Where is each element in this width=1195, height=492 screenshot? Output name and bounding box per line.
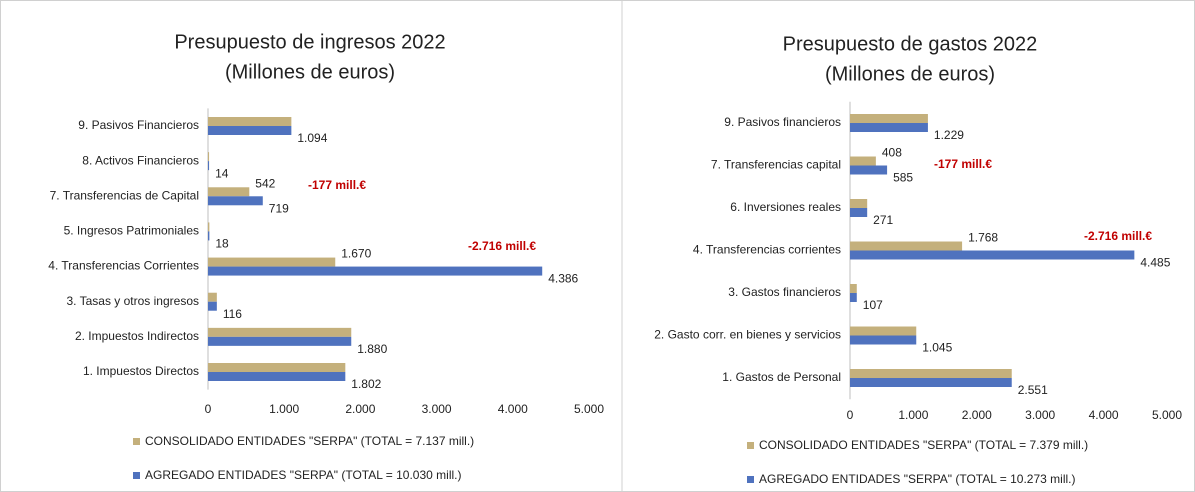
bar	[208, 117, 292, 126]
chart-title: Presupuesto de ingresos 2022	[174, 31, 445, 53]
chart-subtitle: (Millones de euros)	[225, 61, 395, 83]
category-label: 2. Gasto corr. en bienes y servicios	[654, 328, 841, 342]
bar	[850, 241, 963, 251]
data-label: 1.802	[351, 377, 381, 391]
category-label: 7. Transferencias de Capital	[50, 188, 199, 202]
bar	[850, 123, 928, 132]
data-label: 542	[255, 176, 275, 190]
data-label: 585	[893, 171, 913, 185]
bar	[850, 378, 1012, 387]
bar	[208, 231, 210, 241]
data-label: 408	[882, 146, 902, 160]
bar	[208, 222, 210, 232]
x-tick-label: 3.000	[1025, 408, 1055, 422]
data-label: 1.229	[934, 128, 964, 142]
bar	[208, 196, 263, 206]
data-label: 14	[215, 166, 229, 180]
bar	[208, 327, 352, 337]
data-label: 107	[863, 298, 883, 312]
bar	[850, 293, 857, 302]
x-tick-label: 2.000	[345, 402, 375, 416]
bar	[208, 161, 210, 171]
x-tick-label: 5.000	[574, 402, 604, 416]
legend-swatch	[747, 476, 754, 483]
bar	[208, 372, 346, 381]
data-label: 4.485	[1140, 256, 1170, 270]
bar	[208, 363, 346, 372]
legend-swatch	[133, 472, 140, 479]
annotation: -2.716 mill.€	[1084, 229, 1152, 243]
annotation: -2.716 mill.€	[468, 239, 536, 253]
data-label: 719	[269, 201, 289, 215]
x-tick-label: 5.000	[1152, 408, 1182, 422]
bar	[208, 266, 543, 276]
x-tick-label: 3.000	[422, 402, 452, 416]
category-label: 2. Impuestos Indirectos	[75, 329, 199, 343]
category-label: 1. Gastos de Personal	[722, 370, 841, 384]
chart-subtitle: (Millones de euros)	[825, 63, 995, 85]
legend-label: CONSOLIDADO ENTIDADES "SERPA" (TOTAL = 7…	[145, 434, 474, 448]
bar	[208, 126, 292, 135]
category-label: 3. Tasas y otros ingresos	[66, 294, 199, 308]
data-label: 1.094	[297, 131, 327, 145]
data-label: 4.386	[548, 272, 578, 286]
category-label: 5. Ingresos Patrimoniales	[64, 224, 199, 238]
legend-label: AGREGADO ENTIDADES "SERPA" (TOTAL = 10.0…	[145, 468, 462, 482]
chart-title: Presupuesto de gastos 2022	[783, 33, 1038, 55]
legend-label: CONSOLIDADO ENTIDADES "SERPA" (TOTAL = 7…	[759, 438, 1088, 452]
annotation: -177 mill.€	[308, 178, 366, 192]
category-label: 8. Activos Financieros	[82, 153, 199, 167]
x-tick-label: 4.000	[498, 402, 528, 416]
x-tick-label: 0	[847, 408, 854, 422]
bar	[208, 301, 217, 311]
bar	[208, 336, 352, 346]
data-label: 1.768	[968, 231, 998, 245]
bar	[850, 284, 857, 293]
bar	[208, 292, 217, 302]
data-label: 116	[223, 307, 242, 321]
bar	[850, 199, 868, 208]
legend-label: AGREGADO ENTIDADES "SERPA" (TOTAL = 10.2…	[759, 472, 1076, 486]
bar	[850, 335, 917, 345]
data-label: 271	[873, 213, 893, 227]
bar	[208, 152, 210, 162]
bar	[850, 326, 917, 336]
data-label: 1.880	[357, 342, 387, 356]
category-label: 1. Impuestos Directos	[83, 364, 199, 378]
x-tick-label: 4.000	[1089, 408, 1119, 422]
x-tick-label: 1.000	[898, 408, 928, 422]
x-tick-label: 0	[205, 402, 212, 416]
bar	[850, 114, 928, 123]
bar	[850, 369, 1012, 378]
bar	[850, 250, 1135, 260]
category-label: 7. Transferencias capital	[711, 158, 841, 172]
category-label: 9. Pasivos financieros	[724, 115, 841, 129]
legend-swatch	[747, 442, 754, 449]
category-label: 9. Pasivos Financieros	[78, 118, 199, 132]
category-label: 4. Transferencias Corrientes	[48, 259, 199, 273]
bar	[208, 257, 336, 267]
bar	[208, 187, 250, 197]
data-label: 1.670	[341, 247, 371, 261]
x-tick-label: 2.000	[962, 408, 992, 422]
bar	[850, 156, 876, 166]
data-label: 1.045	[922, 341, 952, 355]
data-label: 18	[215, 237, 229, 251]
bar	[850, 165, 888, 175]
bar	[850, 208, 868, 217]
category-label: 6. Inversiones reales	[730, 200, 841, 214]
annotation: -177 mill.€	[934, 157, 992, 171]
category-label: 3. Gastos financieros	[728, 285, 841, 299]
x-tick-label: 1.000	[269, 402, 299, 416]
category-label: 4. Transferencias corrientes	[693, 243, 841, 257]
data-label: 2.551	[1018, 383, 1048, 397]
legend-swatch	[133, 438, 140, 445]
